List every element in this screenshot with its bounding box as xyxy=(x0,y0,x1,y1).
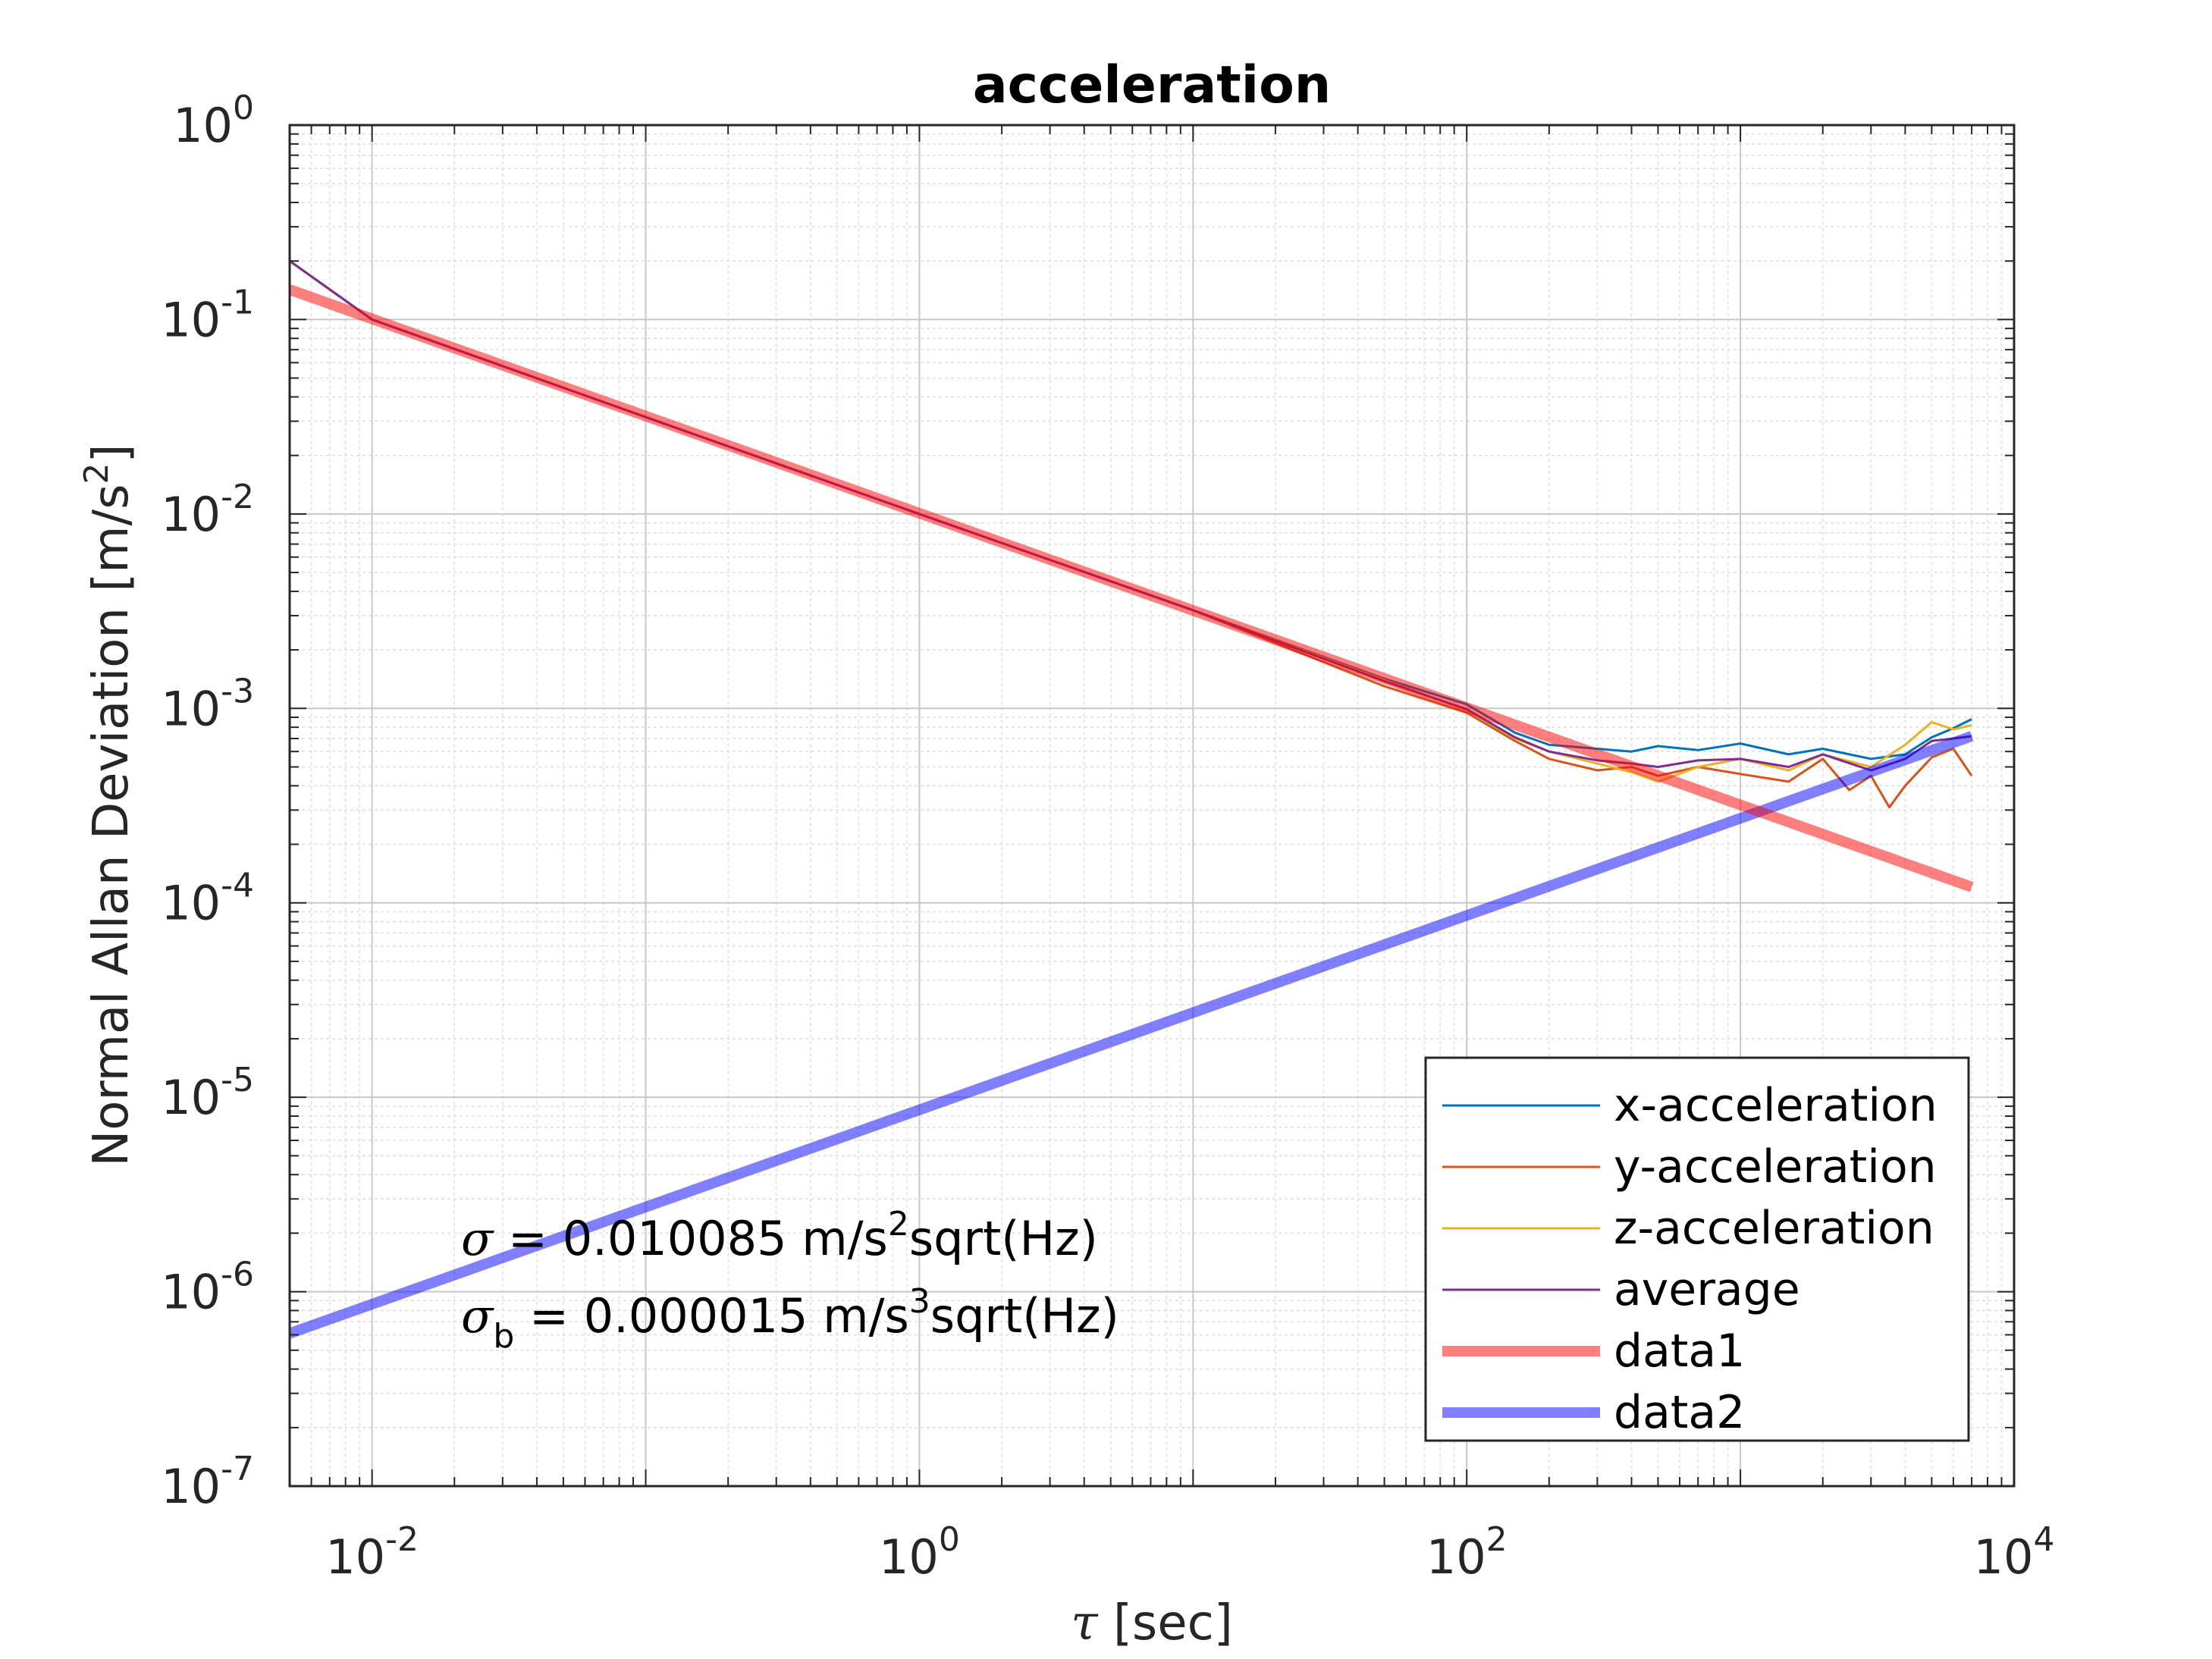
annotation-sigma: σ = 0.010085 m/s2sqrt(Hz) xyxy=(461,1205,1098,1266)
y-tick-base: 10 xyxy=(161,487,221,542)
annotation-sigma-b-text: = 0.000015 m/s xyxy=(514,1288,909,1344)
y-axis-label-sup: 2 xyxy=(77,463,116,484)
x-axis-symbol: τ xyxy=(1071,1595,1099,1651)
y-tick-label: 10-1 xyxy=(161,283,254,347)
x-tick-label: 102 xyxy=(1426,1520,1508,1585)
annotation-sigma-b-tail: sqrt(Hz) xyxy=(930,1288,1119,1344)
y-tick-exp: -4 xyxy=(221,867,254,905)
x-tick-exp: 4 xyxy=(2033,1520,2054,1559)
axes-box xyxy=(288,124,2016,1488)
x-axis-unit: [sec] xyxy=(1113,1595,1233,1651)
x-tick-exp: 0 xyxy=(939,1520,960,1559)
y-tick-exp: -7 xyxy=(221,1450,254,1488)
y-tick-label: 10-7 xyxy=(161,1450,254,1514)
y-tick-base: 10 xyxy=(173,98,233,153)
tick-marks xyxy=(289,125,2014,1487)
y-tick-base: 10 xyxy=(161,876,221,931)
y-tick-label: 10-6 xyxy=(161,1256,254,1320)
x-tick-label: 10-2 xyxy=(325,1520,419,1585)
y-axis-label-group: Normal Allan Deviation [m/s2] xyxy=(77,444,140,1166)
y-tick-base: 10 xyxy=(161,292,221,347)
legend-label-data2: data2 xyxy=(1614,1386,1745,1439)
legend-label-z-acceleration: z-acceleration xyxy=(1614,1202,1934,1255)
y-tick-exp: -2 xyxy=(221,478,254,516)
annotation-sigma-b: σb = 0.000015 m/s3sqrt(Hz) xyxy=(461,1282,1119,1356)
y-tick-exp: -1 xyxy=(221,283,254,321)
annotation-sigma-symbol: σ xyxy=(461,1211,494,1266)
y-tick-base: 10 xyxy=(161,1459,221,1514)
series-line-data2 xyxy=(290,731,1974,1339)
y-axis-label-text: Normal Allan Deviation [m/s xyxy=(83,484,140,1166)
y-tick-exp: -3 xyxy=(221,672,254,710)
x-tick-base: 10 xyxy=(879,1529,939,1585)
annotation-sigma-text: = 0.010085 m/s xyxy=(493,1211,888,1266)
y-tick-base: 10 xyxy=(161,1070,221,1125)
y-tick-label: 10-3 xyxy=(161,672,254,736)
legend-label-average: average xyxy=(1614,1263,1800,1316)
series-line-data1 xyxy=(290,284,1974,892)
annotation-sigma-sup: 2 xyxy=(888,1205,909,1243)
y-tick-base: 10 xyxy=(161,681,221,736)
annotation-sigma-tail: sqrt(Hz) xyxy=(909,1211,1098,1266)
x-tick-base: 10 xyxy=(325,1529,385,1585)
legend-entries: x-acceleration y-acceleration z-accelerati… xyxy=(1442,1079,1937,1439)
annotation-sigma-b-symbol: σ xyxy=(461,1288,494,1344)
y-tick-label: 10-2 xyxy=(161,478,254,542)
y-axis-label: Normal Allan Deviation [m/s2] xyxy=(77,444,140,1166)
y-tick-base: 10 xyxy=(161,1265,221,1320)
chart-title: acceleration xyxy=(973,55,1331,115)
y-tick-label: 100 xyxy=(173,89,254,153)
y-axis-label-end: ] xyxy=(83,444,140,463)
legend-label-x-acceleration: x-acceleration xyxy=(1614,1079,1937,1132)
annotation-sigma-b-sup: 3 xyxy=(909,1282,930,1321)
y-tick-exp: -6 xyxy=(221,1256,254,1294)
legend: x-acceleration y-acceleration z-accelerati… xyxy=(1424,1056,1970,1442)
series-layer xyxy=(290,259,1974,1339)
legend-box xyxy=(1424,1056,1970,1442)
legend-label-y-acceleration: y-acceleration xyxy=(1614,1140,1937,1193)
x-tick-base: 10 xyxy=(1974,1529,2034,1585)
x-tick-base: 10 xyxy=(1426,1529,1486,1585)
legend-label-data1: data1 xyxy=(1614,1325,1745,1378)
y-tick-exp: 0 xyxy=(233,89,254,127)
y-tick-exp: -5 xyxy=(221,1061,254,1099)
annotations: σ = 0.010085 m/s2sqrt(Hz) σb = 0.000015 … xyxy=(461,1205,1119,1356)
tick-labels: 10-2 100 102 10410010-110-210-310-410-510-6… xyxy=(161,89,2054,1585)
annotation-sigma-b-sub: b xyxy=(493,1317,514,1356)
y-tick-label: 10-5 xyxy=(161,1061,254,1125)
x-tick-exp: 2 xyxy=(1486,1520,1508,1559)
y-tick-label: 10-4 xyxy=(161,867,254,931)
x-tick-exp: -2 xyxy=(385,1520,419,1559)
x-tick-label: 100 xyxy=(879,1520,960,1585)
x-axis-label: τ [sec] xyxy=(1071,1595,1233,1651)
x-tick-label: 104 xyxy=(1974,1520,2055,1585)
